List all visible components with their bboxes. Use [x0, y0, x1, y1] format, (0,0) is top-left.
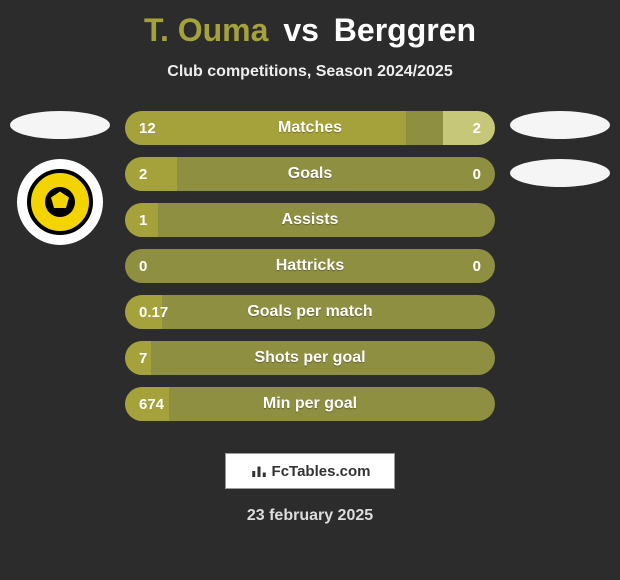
player2-ellipse-placeholder-1 [510, 111, 610, 139]
stat-label: Hattricks [125, 249, 495, 283]
footer-date: 23 february 2025 [0, 507, 620, 525]
stat-label: Goals per match [125, 295, 495, 329]
brand-logo: FcTables.com [225, 453, 395, 489]
club-badge-inner [27, 169, 93, 235]
player1-club-badge [17, 159, 103, 245]
comparison-title: T. Ouma vs Berggren [0, 0, 620, 49]
stat-row: 122Matches [125, 111, 495, 145]
subtitle: Club competitions, Season 2024/2025 [0, 63, 620, 81]
player1-name: T. Ouma [144, 12, 268, 48]
player2-ellipse-placeholder-2 [510, 159, 610, 187]
stat-row: 7Shots per goal [125, 341, 495, 375]
stat-row: 1Assists [125, 203, 495, 237]
brand-text: FcTables.com [272, 463, 371, 480]
stat-row: 00Hattricks [125, 249, 495, 283]
left-side-column [0, 111, 120, 245]
right-side-column [500, 111, 620, 187]
chart-icon [250, 462, 268, 480]
stat-label: Matches [125, 111, 495, 145]
content-wrap: 122Matches 20Goals 1Assists 00Hattricks 0.17… [0, 111, 620, 421]
vs-text: vs [283, 12, 319, 48]
stat-row: 674Min per goal [125, 387, 495, 421]
player1-ellipse-placeholder [10, 111, 110, 139]
player2-name: Berggren [334, 12, 476, 48]
stat-label: Min per goal [125, 387, 495, 421]
stat-label: Shots per goal [125, 341, 495, 375]
stat-bars: 122Matches 20Goals 1Assists 00Hattricks 0.17… [125, 111, 495, 421]
stat-label: Goals [125, 157, 495, 191]
football-icon [42, 184, 78, 220]
stat-label: Assists [125, 203, 495, 237]
stat-row: 20Goals [125, 157, 495, 191]
stat-row: 0.17Goals per match [125, 295, 495, 329]
